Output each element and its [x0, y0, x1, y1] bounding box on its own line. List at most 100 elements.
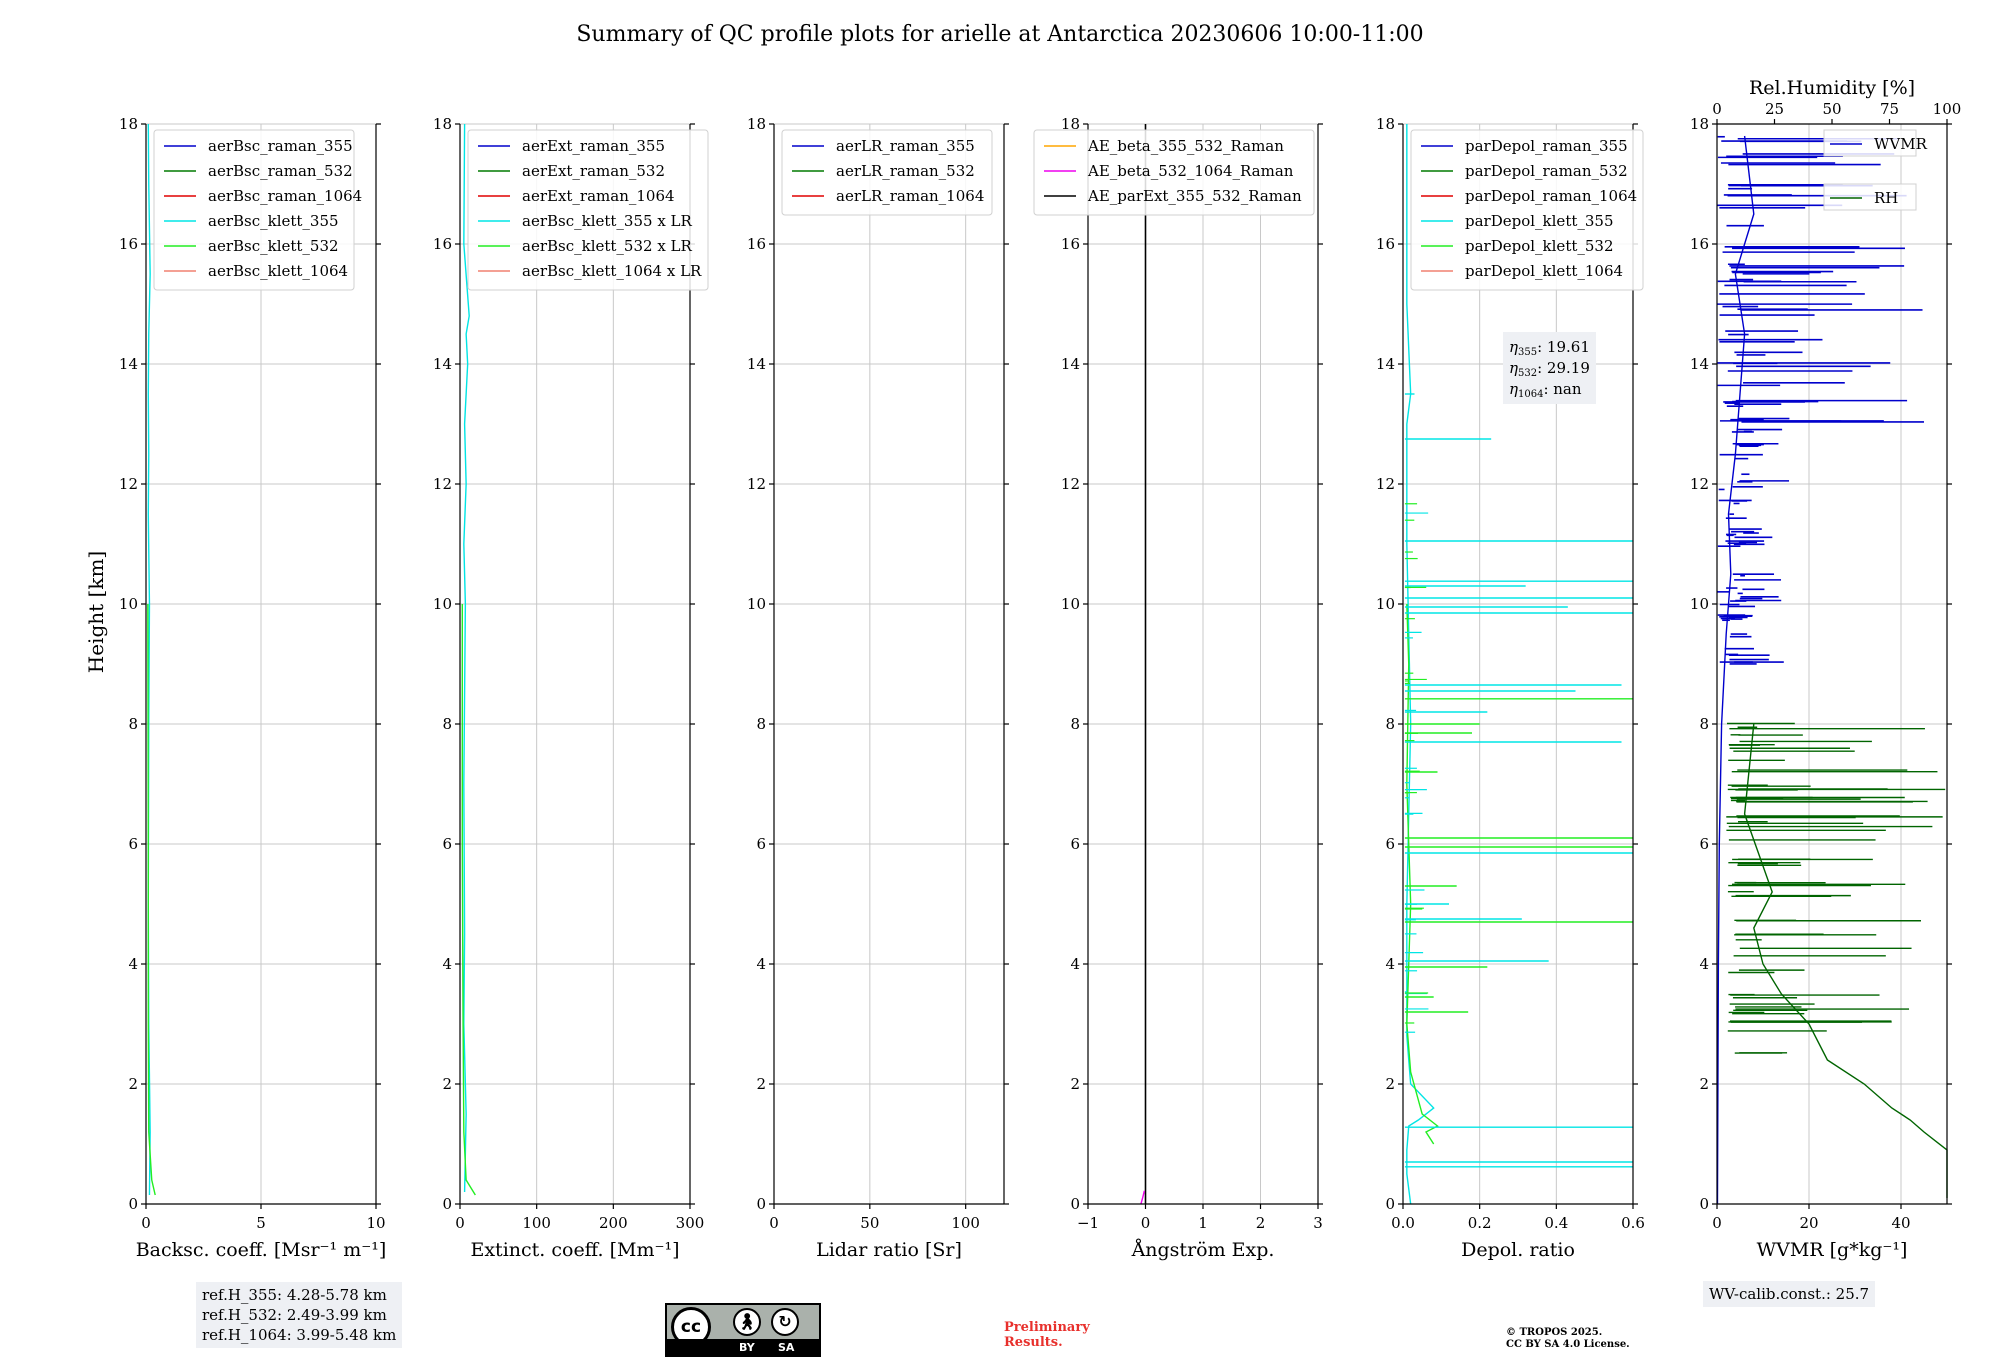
- panel-bsc: 0 5 10 0 2 4 6 8 10 12 14 16 18 Backsc. coeff. [Msr⁻¹…: [119, 115, 386, 1261]
- y-tick-label: 2: [756, 1075, 766, 1093]
- y-tick-label: 6: [1385, 835, 1395, 853]
- y-tick-label: 8: [128, 715, 138, 733]
- panel-depol: 0.0 0.2 0.4 0.6 0 2 4 6 8 10 12 14 16 18 Depol. ratio p…: [1376, 115, 1645, 1261]
- legend-label: aerBsc_raman_355: [208, 137, 353, 155]
- x-tick-label: 0.0: [1391, 1214, 1415, 1232]
- x-axis-label: WVMR [g*kg⁻¹]: [1757, 1239, 1908, 1261]
- x-axis-label: Extinct. coeff. [Mm⁻¹]: [470, 1239, 679, 1261]
- series-line-RH: [1743, 723, 1948, 1198]
- series-line-AE_beta_532_1064_Raman: [1140, 1190, 1146, 1205]
- y-tick-label: 12: [433, 475, 452, 493]
- y-tick-label: 16: [1061, 235, 1080, 253]
- cc-license-badge: cc 🚶︎ ↻ BY SA: [665, 1303, 821, 1357]
- x2-tick-label: 50: [1822, 100, 1841, 118]
- x-tick-label: 300: [676, 1214, 705, 1232]
- y-tick-label: 16: [747, 235, 766, 253]
- x-tick-label: 10: [366, 1214, 385, 1232]
- x-tick-label: 20: [1799, 1214, 1818, 1232]
- y-tick-label: 2: [1699, 1075, 1709, 1093]
- y-tick-label: 16: [119, 235, 138, 253]
- legend-label: aerBsc_klett_355: [208, 212, 339, 230]
- y-tick-label: 10: [119, 595, 138, 613]
- y-tick-label: 12: [1376, 475, 1395, 493]
- y-tick-label: 14: [119, 355, 138, 373]
- y-tick-label: 14: [1061, 355, 1080, 373]
- y-tick-label: 4: [1385, 955, 1395, 973]
- panel-lr: 0 50 100 0 2 4 6 8 10 12 14 16 18 Lidar ratio [Sr] aer…: [747, 115, 1009, 1261]
- x-tick-label: 1: [1198, 1214, 1208, 1232]
- y-tick-label: 8: [442, 715, 452, 733]
- y-tick-label: 12: [1690, 475, 1709, 493]
- figure-title: Summary of QC profile plots for arielle …: [576, 22, 1424, 47]
- y-tick-label: 18: [119, 115, 138, 133]
- x-tick-label: 2: [1256, 1214, 1266, 1232]
- series-line-aerBsc_klett_532 x LR: [461, 604, 476, 1196]
- legend-label: aerLR_raman_1064: [836, 187, 984, 205]
- x-tick-label: 5: [256, 1214, 266, 1232]
- sa-share-icon: ↻: [771, 1308, 799, 1336]
- x-tick-label: 200: [599, 1214, 628, 1232]
- x-tick-label: 3: [1313, 1214, 1323, 1232]
- y-tick-label: 18: [1376, 115, 1395, 133]
- legend-label: AE_beta_532_1064_Raman: [1087, 162, 1294, 180]
- y-tick-label: 0: [128, 1195, 138, 1213]
- legend-label: aerBsc_raman_1064: [208, 187, 362, 205]
- cc-sa-label: SA: [778, 1341, 795, 1354]
- series-line-aerBsc_klett_532: [147, 603, 156, 1196]
- y-tick-label: 0: [1070, 1195, 1080, 1213]
- legend-box: [1033, 129, 1315, 216]
- x-axis-label: Depol. ratio: [1461, 1239, 1575, 1261]
- y-tick-label: 10: [1690, 595, 1709, 613]
- y-tick-label: 8: [1070, 715, 1080, 733]
- reference-height-box: ref.H_355: 4.28-5.78 km ref.H_532: 2.49-…: [196, 1282, 403, 1348]
- wv-calibration-box: WV-calib.const.: 25.7: [1703, 1281, 1876, 1307]
- eta-label: η1064: nan: [1509, 380, 1582, 400]
- legend-label: aerExt_raman_532: [522, 162, 665, 180]
- x-axis-label: Ångström Exp.: [1131, 1239, 1275, 1261]
- y-tick-label: 2: [1070, 1075, 1080, 1093]
- x2-tick-label: 75: [1880, 100, 1899, 118]
- y-tick-label: 6: [442, 835, 452, 853]
- y-tick-label: 14: [433, 355, 452, 373]
- legend-label: aerExt_raman_1064: [522, 187, 675, 205]
- y-tick-label: 12: [1061, 475, 1080, 493]
- x2-axis-label: Rel.Humidity [%]: [1749, 77, 1915, 99]
- panel-wv: 0 20 40 0 2 4 6 8 10 12 14 16 18 WVMR [g*kg⁻¹] 0 25 50 75…: [1690, 77, 1961, 1261]
- y-tick-label: 8: [1699, 715, 1709, 733]
- y-tick-label: 4: [1070, 955, 1080, 973]
- legend-label: aerBsc_klett_355 x LR: [522, 212, 693, 230]
- x-tick-label: 0: [769, 1214, 779, 1232]
- legend-label: AE_parExt_355_532_Raman: [1087, 187, 1302, 205]
- legend-label: AE_beta_355_532_Raman: [1087, 137, 1284, 155]
- y-tick-label: 2: [442, 1075, 452, 1093]
- legend-label: RH: [1874, 189, 1898, 207]
- x-tick-label: 0.2: [1468, 1214, 1492, 1232]
- y-tick-label: 16: [1376, 235, 1395, 253]
- y-tick-label: 6: [128, 835, 138, 853]
- y-tick-label: 16: [1690, 235, 1709, 253]
- eta-label: η355: 19.61: [1509, 338, 1590, 358]
- x-tick-label: −1: [1077, 1214, 1099, 1232]
- y-tick-label: 14: [1690, 355, 1709, 373]
- legend-label: aerLR_raman_355: [836, 137, 975, 155]
- y-tick-label: 12: [747, 475, 766, 493]
- x-axis-label: Backsc. coeff. [Msr⁻¹ m⁻¹]: [136, 1239, 387, 1261]
- x2-tick-label: 0: [1712, 100, 1722, 118]
- y-tick-label: 12: [119, 475, 138, 493]
- x-tick-label: 100: [951, 1214, 980, 1232]
- preliminary-note: Preliminary Results.: [1004, 1320, 1090, 1350]
- panel-ext: 0 100 200 300 0 2 4 6 8 10 12 14 16 18 Extinct. coeff.…: [433, 115, 709, 1261]
- y-tick-label: 10: [1061, 595, 1080, 613]
- x-tick-label: 100: [522, 1214, 551, 1232]
- copyright-note: © TROPOS 2025. CC BY SA 4.0 License.: [1506, 1327, 1630, 1351]
- y-tick-label: 4: [442, 955, 452, 973]
- y-tick-label: 14: [1376, 355, 1395, 373]
- ref-height-355: ref.H_355: 4.28-5.78 km: [202, 1286, 387, 1304]
- y-tick-label: 4: [128, 955, 138, 973]
- x2-tick-label: 25: [1765, 100, 1784, 118]
- preliminary-line-1: Preliminary: [1004, 1320, 1090, 1335]
- legend-label: WVMR: [1874, 135, 1928, 153]
- y-tick-label: 0: [442, 1195, 452, 1213]
- y-tick-label: 10: [747, 595, 766, 613]
